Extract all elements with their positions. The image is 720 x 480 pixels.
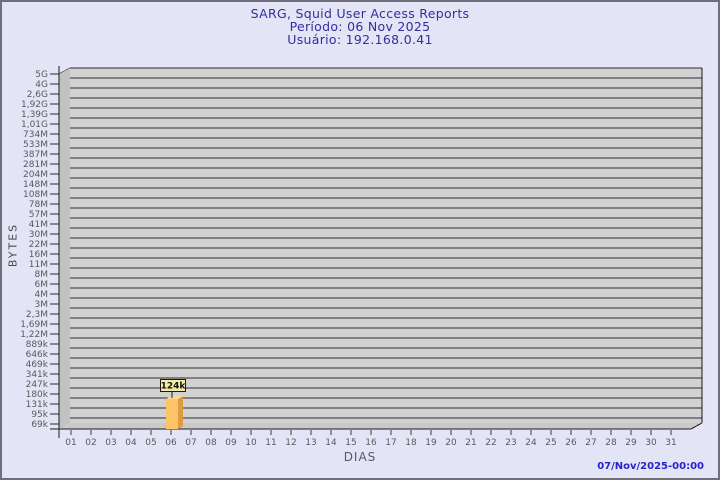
x-axis-tick-labels: 01 02 03 04 05 06 07 08 09 10 11 12 13 14 15 16 17 18 19 20…: [65, 430, 677, 448]
x-tick-label: 18: [405, 438, 417, 448]
gridlines: [50, 67, 702, 425]
plot-corner-edge: [690, 422, 703, 430]
report-period: Período: 06 Nov 2025: [289, 19, 431, 34]
y-tick-label: 69k: [31, 420, 48, 430]
y-tick-label: 30M: [29, 230, 48, 240]
x-tick-label: 21: [465, 438, 476, 448]
y-tick-label: 16M: [29, 250, 48, 260]
x-tick-label: 05: [145, 438, 156, 448]
x-tick-label: 19: [425, 438, 437, 448]
y-tick-label: 4M: [35, 290, 49, 300]
report-user: Usuário: 192.168.0.41: [287, 32, 433, 47]
report-timestamp: 07/Nov/2025-00:00: [597, 461, 704, 472]
y-tick-label: 8M: [35, 270, 49, 280]
y-tick-label: 6M: [35, 280, 49, 290]
x-tick-label: 27: [585, 438, 596, 448]
x-tick-label: 25: [545, 438, 556, 448]
x-tick-label: 30: [645, 438, 657, 448]
y-tick-label: 1,01G: [21, 120, 48, 130]
y-tick-label: 78M: [29, 200, 48, 210]
y-tick-label: 11M: [29, 260, 48, 270]
y-tick-label: 281M: [23, 160, 48, 170]
value-label-box: [160, 379, 186, 392]
y-tick-label: 646k: [26, 350, 49, 360]
plot-area: [70, 68, 702, 423]
x-tick-label: 20: [445, 438, 457, 448]
y-tick-label: 1,69M: [20, 320, 48, 330]
x-tick-label: 10: [245, 438, 257, 448]
bar-top-face: [166, 396, 183, 399]
x-tick-label: 28: [605, 438, 617, 448]
x-tick-label: 13: [305, 438, 316, 448]
x-tick-label: 09: [225, 438, 237, 448]
x-tick-label: 01: [65, 438, 76, 448]
x-tick-label: 24: [525, 438, 537, 448]
y-tick-label: 469k: [26, 360, 49, 370]
y-tick-label: 180k: [26, 390, 49, 400]
y-axis-title: BYTES: [6, 222, 20, 268]
y-tick-label: 533M: [23, 140, 48, 150]
x-tick-label: 03: [105, 438, 116, 448]
x-tick-label: 14: [325, 438, 337, 448]
x-tick-label: 04: [125, 438, 137, 448]
x-tick-label: 23: [505, 438, 516, 448]
y-tick-label: 341k: [26, 370, 49, 380]
y-tick-label: 2,6G: [27, 90, 48, 100]
y-tick-label: 5G: [35, 70, 48, 80]
bar-front-face: [166, 399, 178, 429]
y-tick-label: 108M: [23, 190, 48, 200]
y-tick-label: 387M: [23, 150, 48, 160]
x-tick-label: 02: [85, 438, 96, 448]
y-tick-label: 1,39G: [21, 110, 48, 120]
y-tick-label: 734M: [23, 130, 48, 140]
x-tick-label: 11: [265, 438, 276, 448]
y-tick-label: 22M: [29, 240, 48, 250]
x-tick-label: 31: [665, 438, 676, 448]
x-tick-label: 06: [165, 438, 177, 448]
y-tick-label: 204M: [23, 170, 48, 180]
bar-side-face: [178, 396, 183, 429]
y-tick-label: 889k: [26, 340, 49, 350]
x-tick-label: 08: [205, 438, 217, 448]
y-tick-label: 95k: [31, 410, 48, 420]
x-tick-label: 26: [565, 438, 577, 448]
x-tick-label: 17: [385, 438, 396, 448]
data-bar-day-06: 124k: [160, 379, 187, 429]
y-tick-label: 148M: [23, 180, 48, 190]
y-tick-label: 247k: [26, 380, 49, 390]
y-tick-label: 57M: [29, 210, 48, 220]
x-tick-label: 22: [485, 438, 496, 448]
left-3d-wall: [59, 68, 70, 429]
x-axis-title: DIAS: [343, 450, 377, 464]
y-axis-tick-labels: 5G4G2,6G1,92G1,39G1,01G734M533M387M281M2…: [20, 70, 49, 430]
bar-value-label: 124k: [161, 382, 187, 392]
y-tick-label: 131k: [26, 400, 49, 410]
x-tick-label: 12: [285, 438, 296, 448]
report-header: SARG, Squid User Access Reports Período:…: [2, 7, 718, 46]
report-title: SARG, Squid User Access Reports: [250, 6, 470, 21]
y-tick-label: 2,3M: [26, 310, 48, 320]
x-tick-label: 29: [625, 438, 637, 448]
y-tick-label: 3M: [35, 300, 49, 310]
x-tick-label: 15: [345, 438, 356, 448]
y-tick-label: 1,92G: [21, 100, 48, 110]
bottom-3d-floor: [59, 423, 702, 429]
y-tick-label: 41M: [29, 220, 48, 230]
x-tick-label: 16: [365, 438, 377, 448]
x-tick-label: 07: [185, 438, 196, 448]
y-tick-label: 4G: [35, 80, 48, 90]
y-tick-label: 1,22M: [20, 330, 48, 340]
